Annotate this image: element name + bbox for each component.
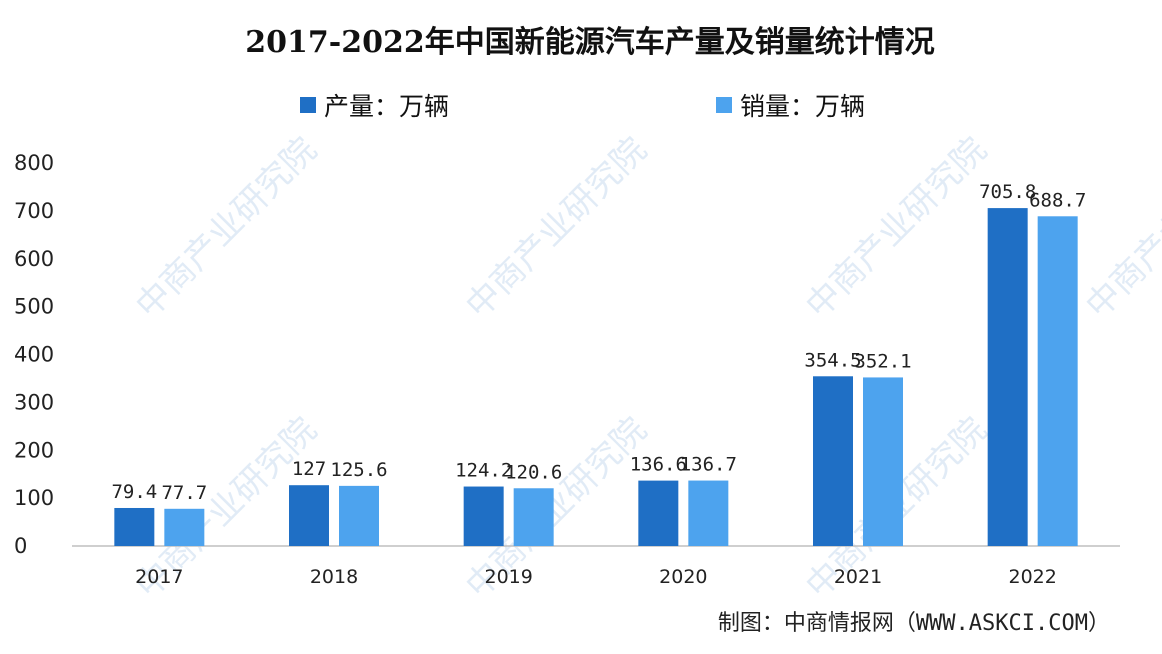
x-category-label: 2022 [1008,566,1056,588]
data-label-production-2020: 136.6 [630,454,687,476]
bar-sales-2021 [863,377,903,546]
bar-sales-2022 [1037,216,1078,546]
x-category-label: 2020 [659,566,707,588]
data-label-production-2018: 127 [292,458,326,480]
chart-title: 2017-2022年中国新能源汽车产量及销量统计情况 [245,25,934,60]
data-label-sales-2021: 352.1 [854,350,911,372]
legend: 产量：万辆 销量：万辆 [300,92,865,121]
y-tick-label: 200 [14,438,54,462]
x-category-label: 2019 [484,566,532,588]
x-axis-categories: 2017 2018 2019 2020 2021 2022 [135,566,1057,588]
x-category-label: 2017 [135,566,183,588]
source-credit: 制图：中商情报网（WWW.ASKCI.COM） [718,611,1110,636]
y-tick-label: 800 [14,151,54,175]
data-label-sales-2018: 125.6 [330,459,387,481]
bar-production-2017 [114,507,155,546]
y-tick-label: 600 [14,247,54,271]
bar-sales-2018 [339,485,379,546]
watermark-text: 中商产业研究院 [128,130,325,327]
watermark-text: 中商产业研究院 [1078,130,1162,327]
legend-label-sales: 销量：万辆 [740,92,865,121]
y-tick-label: 100 [14,486,54,510]
watermark-text: 中商产业研究院 [458,130,655,327]
bar-sales-2020 [688,480,729,546]
y-axis: 0 100 200 300 400 500 600 700 800 [14,151,54,558]
bar-production-2021 [813,376,853,546]
bar-sales-2017 [164,508,205,546]
legend-label-production: 产量：万辆 [324,92,449,121]
legend-swatch-sales [716,97,732,113]
y-tick-label: 0 [14,534,27,558]
x-category-label: 2021 [834,566,882,588]
data-label-sales-2019: 120.6 [505,461,562,483]
bar-production-2018 [289,485,329,546]
data-label-sales-2017: 77.7 [161,482,207,504]
watermark-text: 中商产业研究院 [798,130,995,327]
data-label-sales-2022: 688.7 [1029,189,1086,211]
x-category-label: 2018 [310,566,358,588]
data-label-production-2017: 79.4 [111,481,157,503]
y-tick-label: 300 [14,390,54,414]
y-tick-label: 500 [14,295,54,319]
y-tick-label: 700 [14,199,54,223]
data-label-production-2021: 354.5 [804,349,861,371]
data-label-sales-2020: 136.7 [680,454,737,476]
bar-production-2019 [463,486,504,546]
data-label-production-2019: 124.2 [455,460,512,482]
legend-swatch-production [300,97,316,113]
bar-sales-2019 [513,488,554,546]
y-tick-label: 400 [14,343,54,367]
bar-production-2022 [987,208,1028,546]
bar-production-2020 [638,480,679,546]
bars [114,208,1078,546]
data-label-production-2022: 705.8 [979,181,1036,203]
